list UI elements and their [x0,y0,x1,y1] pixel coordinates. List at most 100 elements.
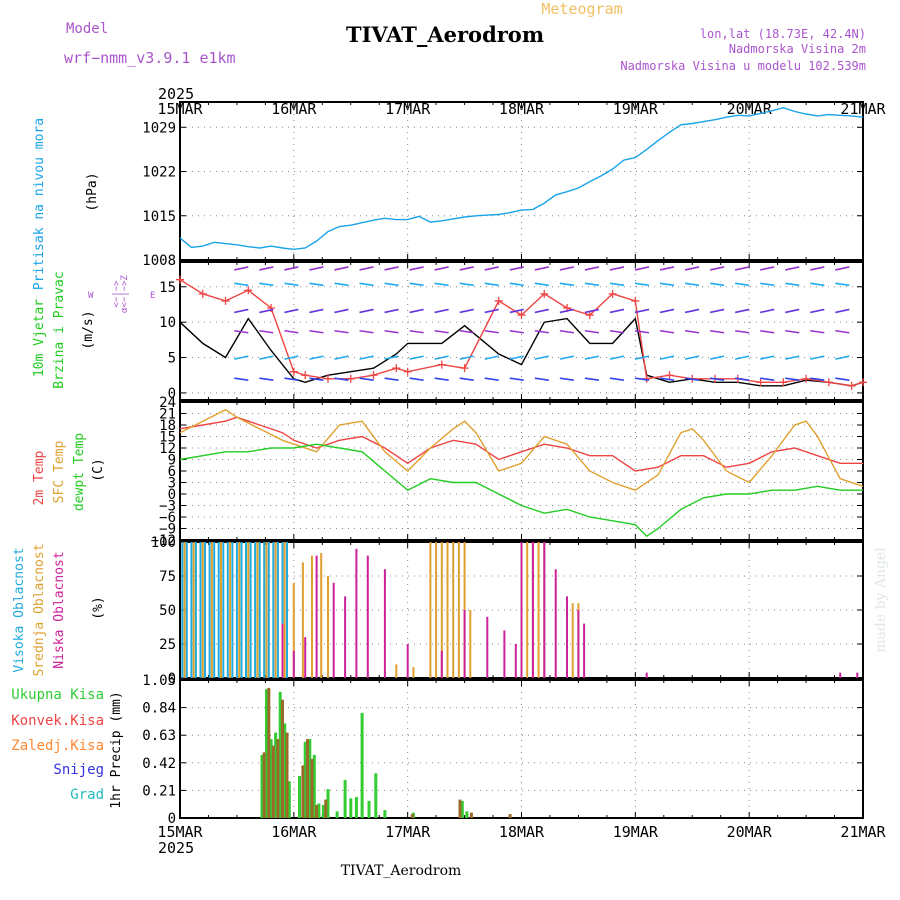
bar-niska-oblacnost [332,582,335,678]
compass-east: E [150,291,155,301]
bar-srednja-oblacnost [571,603,574,678]
panel-wind: 0 5 10 15 [159,261,867,402]
bar-visoka-oblacnost [281,542,284,678]
wind-vane [684,266,700,271]
wind-vane [459,308,474,314]
wind-vane [559,377,574,381]
bar-srednja-oblacnost [429,542,432,678]
wind-vane [309,308,324,314]
wind-vane [584,308,600,314]
bar-konvek-kisa [469,812,473,818]
wind-vane [309,355,324,360]
wind-vane [634,329,650,334]
wind-vane [584,329,600,334]
bar-ukupna-kisa [335,811,339,818]
wind-vane [384,355,399,360]
panel-cloud_cover: 0 25 50 75 100 [151,535,864,687]
time-label-bottom: 21MAR [840,823,886,841]
wind-vane [409,282,424,287]
y-tick-label: −9 [159,522,176,538]
bar-ukupna-kisa [298,775,301,818]
bar-konvek-kisa [410,814,414,818]
wind-vane [434,266,449,271]
gust-marker [540,289,549,298]
location-lonlat: lon,lat (18.73E, 42.4N) [700,27,866,41]
bar-visoka-oblacnost [231,542,234,678]
gust-marker [437,360,446,369]
y-tick-label: 3 [168,476,176,492]
bar-visoka-oblacnost [226,542,229,678]
wind-vane [634,282,650,287]
bar-ukupna-kisa [374,773,378,818]
compass-alpha: α<−|−>Z [120,274,130,313]
bar-konvek-kisa [262,752,266,818]
wind-vane [734,308,750,314]
temp2m-label: 2m Temp [32,450,47,505]
bar-niska-oblacnost [645,672,648,678]
bar-srednja-oblacnost [469,610,472,678]
wind-vane [409,266,424,271]
wind-vane [609,377,625,381]
gust-marker [346,374,355,383]
wind-vane [434,355,449,360]
wind-vane [634,377,650,381]
bar-srednja-oblacnost [292,582,295,678]
y-tick-label: 100 [151,535,176,551]
precip-legend-hail: Grad [70,787,104,803]
bar-visoka-oblacnost [199,542,202,678]
precip-legend-total: Ukupna Kisa [11,687,104,703]
wind-vane [709,308,725,314]
wind-vane [534,355,549,360]
wind-vane [234,266,249,271]
y-tick-label: 15 [159,430,176,446]
bar-ukupna-kisa [317,803,321,818]
bar-niska-oblacnost [440,650,443,678]
wind-vane [785,329,800,334]
gust-marker [323,374,332,383]
wind-vane [509,355,524,360]
bar-srednja-oblacnost [320,552,323,678]
series-line-pressure [179,106,864,251]
cloud-unit: (%) [91,596,106,619]
bar-konvek-kisa [315,804,319,818]
panel-precipitation: 0 0.21 0.42 0.63 0.84 1.05 [142,673,864,827]
bar-srednja-oblacnost [192,542,195,678]
wind-vane [785,308,800,314]
bar-ukupna-kisa [465,811,469,818]
bar-niska-oblacnost [520,542,523,678]
wind-vane [785,377,800,381]
y-tick-label: −6 [159,510,176,526]
gust-marker [585,311,594,320]
wind-vane [684,308,700,314]
y-tick-label: −12 [151,533,176,549]
bar-srednja-oblacnost [440,542,443,678]
wind-vane [409,355,424,360]
bar-visoka-oblacnost [235,542,238,678]
wind-vane [735,329,750,334]
bar-niska-oblacnost [577,610,580,678]
wind-vane [534,377,549,381]
bar-visoka-oblacnost [245,542,247,678]
bar-niska-oblacnost [292,650,295,678]
wind-vane [284,308,299,314]
bar-niska-oblacnost [355,548,358,678]
bar-konvek-kisa [281,699,284,818]
y-tick-label: 0.84 [142,701,176,717]
wind-vane [509,329,524,334]
wind-vane [334,266,349,271]
precip-legend-snow: Snijeg [53,762,104,778]
bar-visoka-oblacnost [204,542,206,678]
watermark: made by Angel [873,547,889,653]
station-elevation: Nadmorska Visina 2m [729,42,866,56]
bar-ukupna-kisa [303,741,307,818]
mid-cloud-label: Srednja Oblacnost [32,543,47,676]
page-subtitle: Meteogram [541,0,622,18]
gust-marker [824,378,833,387]
bar-ukupna-kisa [460,800,464,818]
bar-visoka-oblacnost [213,542,216,678]
bar-srednja-oblacnost [537,542,540,678]
time-label-bottom: 15MAR [157,823,203,841]
y-tick-label: 0.42 [142,756,176,772]
wind-vane [259,377,274,381]
wind-vane [384,308,399,314]
